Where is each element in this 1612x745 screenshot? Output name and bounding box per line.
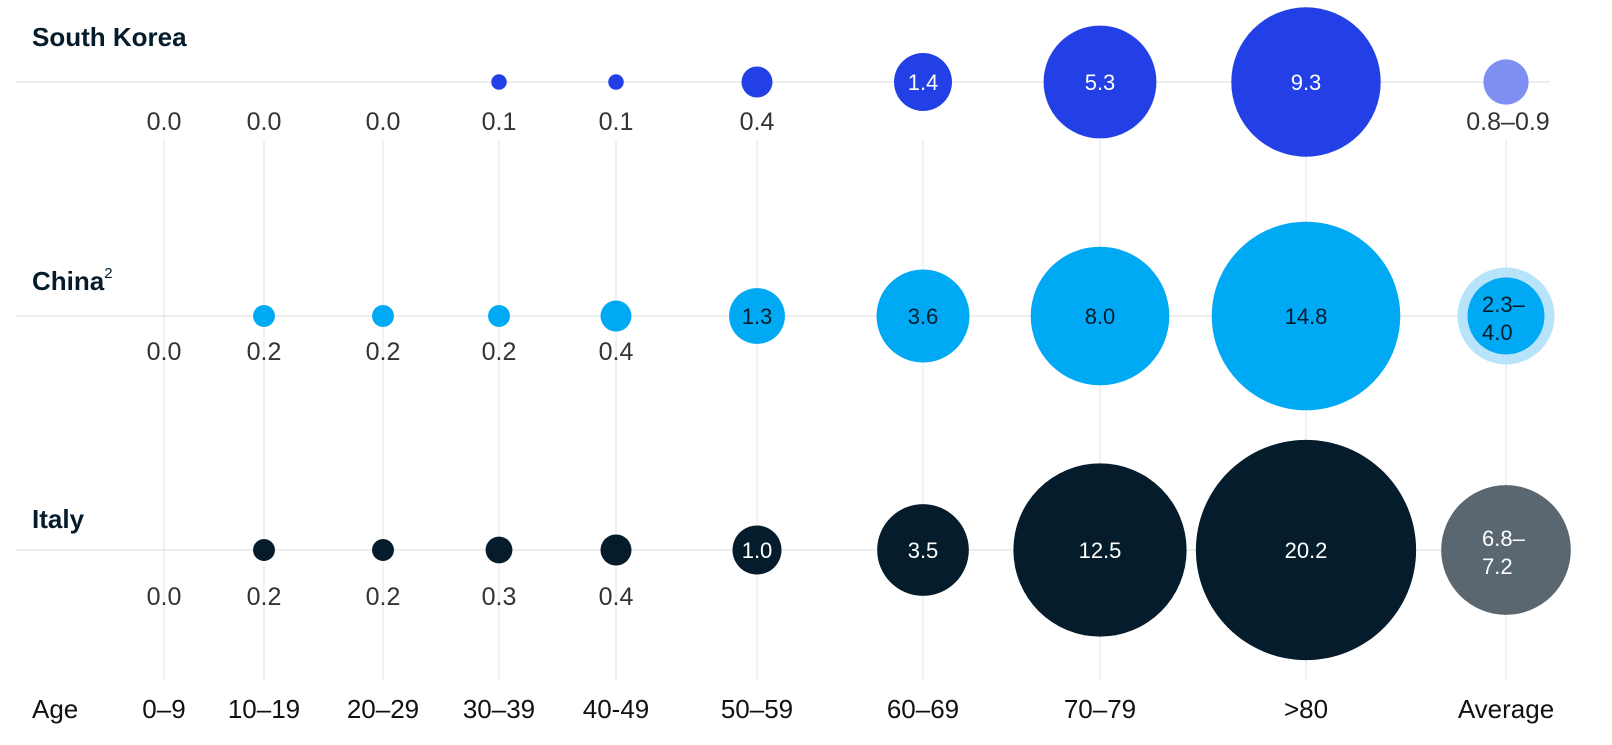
- bubble: [741, 66, 773, 98]
- bubble: [1043, 25, 1157, 139]
- bubble: [876, 269, 970, 363]
- bubble: [253, 539, 275, 561]
- x-tick-label: 20–29: [347, 694, 419, 724]
- bubble-value-label: 0.3: [482, 583, 517, 611]
- bubble: [877, 504, 969, 596]
- bubble: [491, 74, 507, 90]
- row-south-korea: South Korea 0.0 0.0 0.0 0.1 0.1 0.4 1.4 5.3 9.3 0.…: [16, 7, 1550, 157]
- bubble: [1195, 439, 1417, 661]
- x-tick-label: 40-49: [583, 694, 650, 724]
- bubble: [372, 305, 394, 327]
- bubble-value-label: 0.0: [247, 108, 282, 136]
- row-china: China2 0.0 0.2 0.2 0.2 0.4 1.3 3.6 8.0 14.8 2.3– 4.…: [16, 221, 1555, 411]
- bubble-value-label: 0.2: [366, 338, 401, 366]
- bubble-value-label: 1.4: [908, 70, 939, 95]
- x-tick-label: 10–19: [228, 694, 300, 724]
- bubble-value-label: 0.1: [482, 108, 517, 136]
- series-name: South Korea: [32, 22, 187, 52]
- bubble-value-label: 0.4: [599, 583, 634, 611]
- bubble-value-label: 0.2: [247, 583, 282, 611]
- bubble: [732, 525, 782, 575]
- bubble-value-label: 20.2: [1285, 538, 1328, 563]
- bubble-value-label: 0.0: [147, 583, 182, 611]
- bubble: [253, 305, 275, 327]
- row-italy: Italy 0.0 0.2 0.2 0.3 0.4 1.0 3.5 12.5 20.2 6.8– 7.…: [16, 439, 1571, 661]
- bubble-value-label: 0.2: [247, 338, 282, 366]
- bubble: [600, 300, 632, 332]
- bubble: [372, 539, 394, 561]
- average-value-label: 4.0: [1482, 320, 1513, 345]
- bubble-value-label: 1.0: [742, 538, 773, 563]
- bubble-value-label: 0.2: [482, 338, 517, 366]
- bubble: [1231, 7, 1381, 157]
- chart-rows: South Korea 0.0 0.0 0.0 0.1 0.1 0.4 1.4 5.3 9.3 0.…: [16, 7, 1571, 661]
- bubble-value-label: 3.6: [908, 304, 939, 329]
- bubble-value-label: 14.8: [1285, 304, 1328, 329]
- bubble-value-label: 0.2: [366, 583, 401, 611]
- series-name-superscript: 2: [104, 265, 112, 282]
- bubble: [488, 305, 510, 327]
- x-tick-label: 50–59: [721, 694, 793, 724]
- bubble-value-label: 0.4: [599, 338, 634, 366]
- x-axis: Age 0–9 10–19 20–29 30–39 40-49 50–59 60–69 70–7…: [32, 694, 1554, 724]
- bubble-value-label: 0.0: [147, 338, 182, 366]
- bubble: [600, 534, 632, 566]
- average-value-label: 6.8–: [1482, 526, 1526, 551]
- series-name: China2: [32, 265, 113, 296]
- bubble-value-label: 8.0: [1085, 304, 1116, 329]
- x-tick-label: >80: [1284, 694, 1328, 724]
- bubble: [608, 74, 624, 90]
- bubble-value-label: 9.3: [1291, 70, 1322, 95]
- x-tick-label: 30–39: [463, 694, 535, 724]
- axis-label: Age: [32, 694, 78, 724]
- average-value-label: 7.2: [1482, 554, 1513, 579]
- average-value-label: 2.3–: [1482, 292, 1526, 317]
- x-tick-label: 70–79: [1064, 694, 1136, 724]
- average-bubble: [1483, 59, 1529, 105]
- bubble-value-label: 0.4: [740, 108, 775, 136]
- bubble: [1030, 246, 1170, 386]
- bubble: [485, 536, 513, 564]
- average-value-label: 0.8–0.9: [1466, 108, 1549, 136]
- bubble-value-label: 1.3: [742, 304, 773, 329]
- series-name: Italy: [32, 504, 85, 534]
- average-bubble: [1441, 485, 1571, 615]
- average-bubble: [1467, 277, 1545, 355]
- bubble-value-label: 0.0: [366, 108, 401, 136]
- x-tick-label: 60–69: [887, 694, 959, 724]
- bubble: [729, 288, 785, 344]
- bubble-value-label: 3.5: [908, 538, 939, 563]
- bubble-value-label: 0.0: [147, 108, 182, 136]
- x-tick-label-average: Average: [1458, 694, 1554, 724]
- x-tick-label: 0–9: [142, 694, 185, 724]
- bubble: [894, 53, 952, 111]
- bubble-value-label: 12.5: [1079, 538, 1122, 563]
- bubble-value-label: 5.3: [1085, 70, 1116, 95]
- bubble: [1013, 463, 1187, 637]
- bubble: [1211, 221, 1401, 411]
- bubble-value-label: 0.1: [599, 108, 634, 136]
